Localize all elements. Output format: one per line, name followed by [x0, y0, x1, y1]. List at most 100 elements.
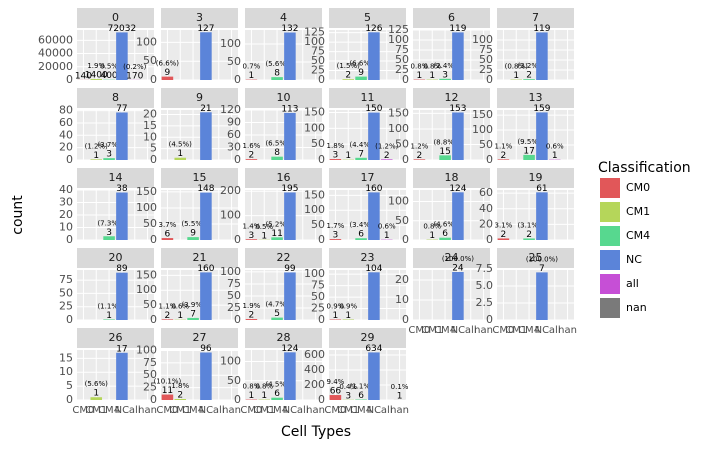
count-label: 6	[442, 229, 448, 239]
y-tick-label: 0	[318, 233, 325, 246]
y-tick-label: 10	[143, 130, 157, 143]
y-tick-label: 100	[304, 121, 325, 134]
bar	[368, 192, 380, 240]
x-tick-label: CM0	[492, 325, 514, 336]
panel	[161, 30, 238, 80]
y-tick-label: 100	[388, 33, 409, 46]
y-tick-label: 50	[311, 54, 325, 67]
y-tick-label: 0	[66, 73, 73, 86]
bar	[271, 397, 283, 400]
y-tick-label: 60	[59, 116, 73, 129]
y-tick-label: 30	[59, 196, 73, 209]
percent-label: 0.5%	[255, 223, 273, 231]
y-tick-label: 200	[220, 184, 241, 197]
y-tick-label: 30	[227, 141, 241, 154]
strip	[161, 8, 238, 28]
percent-label: 1.1%	[159, 302, 177, 310]
bar	[187, 237, 199, 240]
x-tick-label: CM0	[156, 405, 178, 416]
bar	[452, 272, 464, 320]
count-label: 1400	[85, 71, 108, 81]
bar	[368, 352, 380, 400]
y-tick-label: 20	[59, 208, 73, 221]
y-tick-label: 150	[304, 106, 325, 119]
y-tick-label: 100	[472, 123, 493, 136]
percent-label: 0.8%	[255, 383, 273, 391]
count-label: 2	[177, 391, 183, 401]
y-tick-label: 75	[59, 273, 73, 286]
y-tick-label: 0	[234, 393, 241, 406]
x-tick-label: CM1	[421, 325, 443, 336]
x-tick-label: all	[129, 405, 141, 416]
bar	[116, 192, 128, 240]
bar	[523, 79, 535, 80]
count-label: 17	[523, 146, 534, 156]
bar	[368, 272, 380, 320]
percent-label: (1.1%)	[97, 302, 121, 310]
panel	[329, 270, 406, 320]
percent-label: (1.1%)	[349, 383, 373, 391]
bar	[271, 317, 283, 320]
legend-swatch	[600, 202, 620, 222]
panel	[245, 30, 322, 80]
facet-title: 7	[532, 11, 539, 24]
bar	[536, 272, 548, 320]
strip	[77, 248, 154, 268]
legend-swatch	[600, 298, 620, 318]
percent-label: 1.4%	[243, 222, 261, 230]
bar	[452, 112, 464, 160]
count-label: 99	[284, 264, 296, 274]
y-tick-label: 100	[220, 355, 241, 368]
strip	[245, 248, 322, 268]
y-tick-label: 150	[472, 108, 493, 121]
y-tick-label: 0	[234, 313, 241, 326]
y-tick-label: 0	[150, 153, 157, 166]
count-label: 1	[261, 231, 267, 241]
facet-title: 15	[193, 171, 207, 184]
percent-label: 9.4%	[327, 378, 345, 386]
count-label: 1	[345, 311, 351, 321]
y-tick-label: 75	[479, 43, 493, 56]
count-label: 153	[449, 104, 466, 114]
strip	[329, 328, 406, 348]
x-tick-label: CM0	[72, 405, 94, 416]
bar	[174, 399, 187, 400]
panel	[413, 30, 490, 80]
y-tick-label: 0	[150, 73, 157, 86]
y-tick-label: 90	[227, 116, 241, 129]
y-tick-label: 50	[311, 218, 325, 231]
percent-label: 1.7%	[327, 222, 345, 230]
y-tick-label: 75	[395, 43, 409, 56]
y-tick-label: 0	[402, 153, 409, 166]
facet-title: 18	[445, 171, 459, 184]
count-label: 72032	[108, 24, 137, 34]
y-tick-label: 100	[304, 35, 325, 48]
bar	[284, 352, 296, 400]
percent-label: 0.8%	[411, 63, 429, 71]
percent-label: (7.3%)	[97, 219, 121, 227]
count-label: 9	[358, 68, 364, 78]
percent-label: (3.7%)	[97, 141, 121, 149]
y-tick-label: 100	[136, 343, 157, 356]
strip	[161, 328, 238, 348]
count-label: 8	[274, 69, 280, 79]
bar	[284, 112, 296, 160]
bar	[90, 397, 103, 400]
x-tick-label: NC	[199, 405, 213, 416]
count-label: 61	[536, 184, 547, 194]
count-label: 2	[526, 230, 532, 240]
bar	[116, 32, 128, 80]
x-tick-label: all	[297, 405, 309, 416]
count-label: 6	[165, 230, 171, 240]
strip	[413, 168, 490, 188]
percent-label: 0.5%	[100, 63, 118, 71]
facet-title: 22	[277, 251, 291, 264]
y-tick-label: 0	[66, 313, 73, 326]
panel	[245, 350, 322, 400]
panel	[77, 30, 154, 80]
percent-label: (6.6%)	[156, 60, 180, 68]
x-tick-label: NC	[451, 325, 465, 336]
bar	[523, 154, 535, 160]
y-tick-label: 25	[311, 64, 325, 77]
panel	[161, 110, 238, 160]
